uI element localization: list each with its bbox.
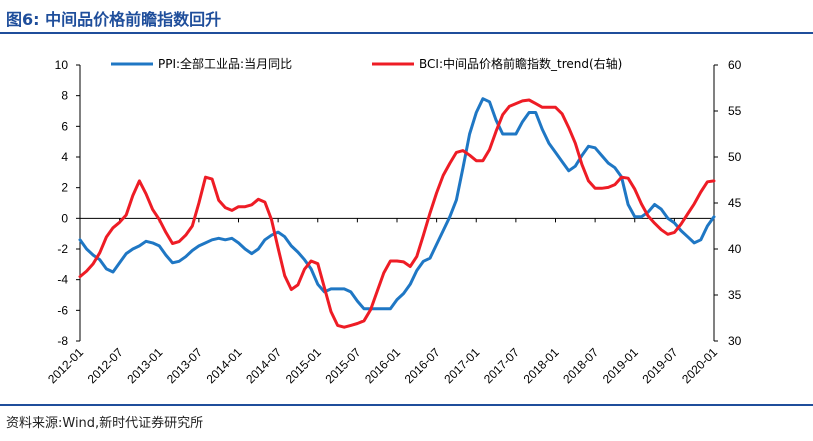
right-axis-tick-label: 45 [728,196,742,210]
left-axis-tick-label: -4 [57,273,68,287]
chart-legend: PPI:全部工业品:当月同比 BCI:中间品价格前瞻指数_trend(右轴) [111,56,622,71]
right-axis-tick-label: 50 [728,150,742,164]
x-axis-tick-label: 2012-07 [85,345,126,386]
figure-header: 图6: 中间品价格前瞻指数回升 [0,0,813,36]
left-axis-tick-label: 10 [55,58,69,72]
x-axis-tick-label: 2019-07 [639,345,680,386]
left-axis-tick-label: 6 [61,119,68,133]
x-axis-tick-label: 2014-07 [243,345,284,386]
ppi-series-line [78,97,716,311]
x-axis-tick-label: 2019-01 [600,345,641,386]
legend-bci-label: BCI:中间品价格前瞻指数_trend(右轴) [419,56,622,71]
right-axis-tick-label: 55 [728,104,742,118]
left-axis-tick-label: 2 [61,181,68,195]
right-axis-tick-label: 35 [728,288,742,302]
left-axis-tick-label: -6 [57,303,68,317]
x-axis-tick-label: 2015-01 [283,345,324,386]
bci-series-line [78,98,716,329]
left-axis-tick-label: -8 [57,334,68,348]
x-axis-tick-label: 2015-07 [322,345,363,386]
legend-ppi-label: PPI:全部工业品:当月同比 [158,56,292,71]
x-axis-tick-label: 2016-07 [402,345,443,386]
x-axis-tick-label: 2018-07 [560,345,601,386]
source-note: 资料来源:Wind,新时代证券研究所 [6,416,204,431]
left-axis-tick-label: 4 [61,150,68,164]
right-axis-tick-label: 30 [728,334,742,348]
left-axis-tick-label: -2 [57,242,68,256]
figure-title: 图6: 中间品价格前瞻指数回升 [6,10,222,29]
x-axis-tick-label: 2013-07 [164,345,205,386]
x-axis-tick-label: 2018-01 [521,345,562,386]
title-rule [0,32,813,34]
x-axis-tick-label: 2020-01 [679,345,720,386]
x-axis-tick-label: 2016-01 [362,345,403,386]
x-axis-tick-label: 2017-01 [441,345,482,386]
right-axis-tick-label: 40 [728,242,742,256]
line-chart: 10 8 6 4 2 0 -2 -4 -6 -8 60 55 50 45 40 35 30 2012-012012… [45,56,742,386]
footer-rule [0,404,813,406]
x-axis-tick-label: 2017-07 [481,345,522,386]
left-axis-tick-label: 0 [61,211,68,225]
x-axis-tick-label: 2013-01 [124,345,165,386]
x-axis-tick-label: 2014-01 [204,345,245,386]
chart-lines [78,97,716,329]
x-axis-tick-label: 2012-01 [45,345,86,386]
right-axis-tick-label: 60 [728,58,742,72]
left-axis-tick-label: 8 [61,89,68,103]
chart-axes: 10 8 6 4 2 0 -2 -4 -6 -8 60 55 50 45 40 35 30 2012-012012… [45,58,742,386]
